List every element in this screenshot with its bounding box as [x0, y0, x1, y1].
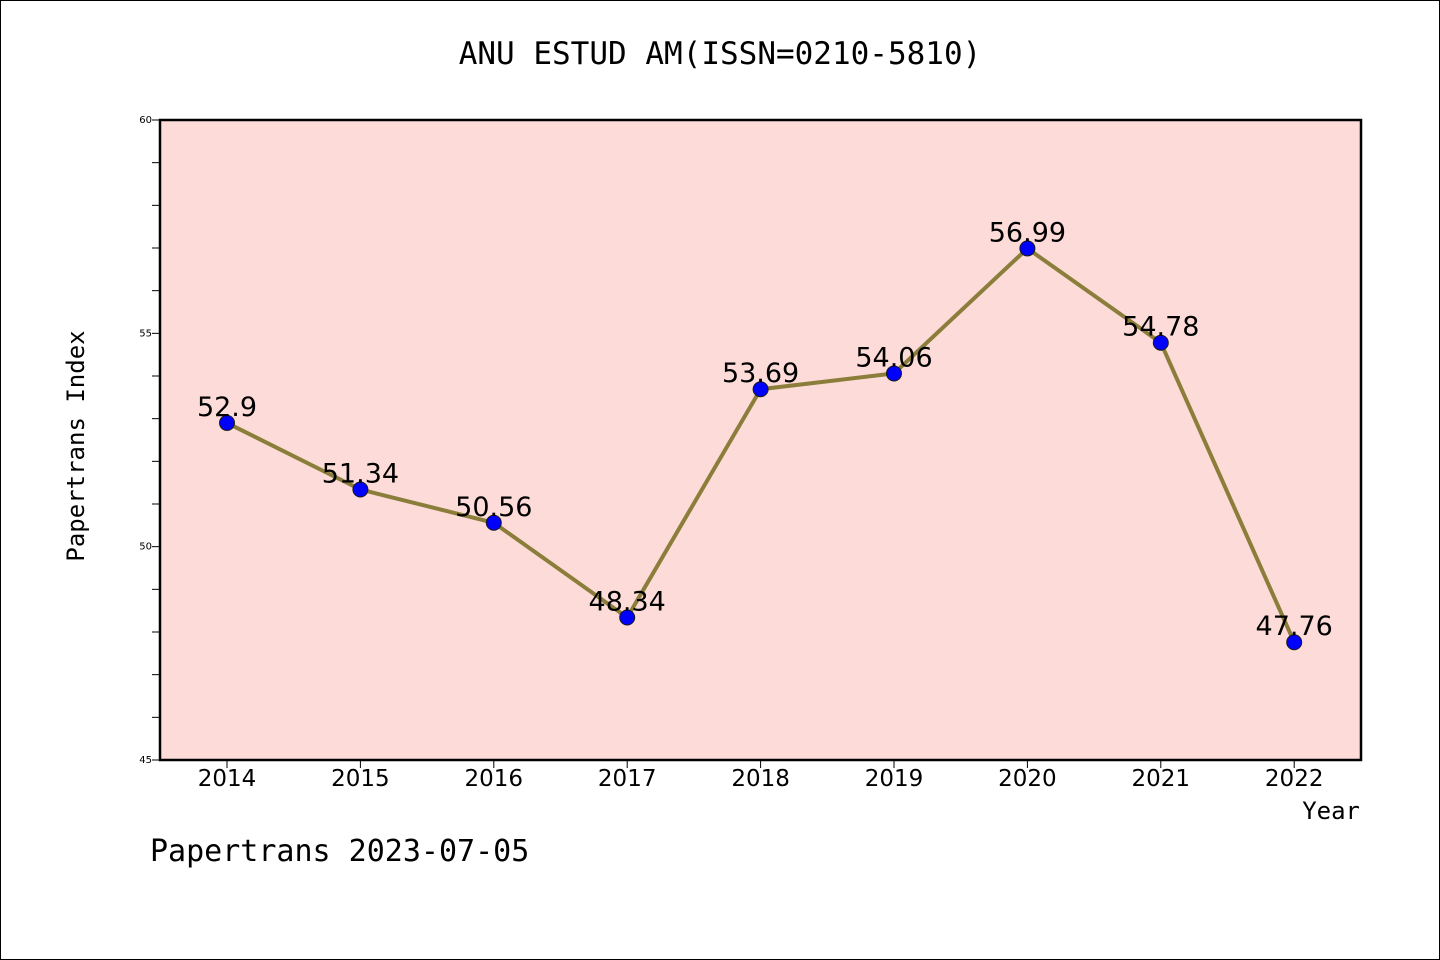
data-point-marker: [219, 414, 235, 431]
x-tick-label: 2017: [598, 766, 657, 792]
y-tick-label: 45: [139, 755, 152, 766]
x-tick-label: 2014: [198, 766, 257, 792]
x-tick-label: 2020: [998, 766, 1057, 792]
y-tick-label: 60: [139, 115, 152, 126]
data-point-marker: [619, 609, 636, 626]
x-tick-label: 2019: [865, 766, 924, 792]
data-point-marker: [1019, 240, 1036, 257]
plot-border: [158, 118, 1363, 762]
x-tick-label: 2015: [331, 766, 390, 792]
plot-area: [160, 120, 1361, 760]
data-point-marker: [485, 514, 502, 531]
x-tick-label: 2021: [1132, 766, 1191, 792]
data-label: 48.34: [589, 586, 666, 617]
data-point-marker: [752, 381, 769, 398]
x-axis-label: Year: [1302, 797, 1360, 825]
data-label: 54.78: [1122, 312, 1199, 343]
data-label: 47.76: [1256, 611, 1333, 642]
data-label: 56.99: [989, 217, 1066, 248]
data-point-marker: [1286, 634, 1303, 651]
y-tick-label: 50: [139, 542, 152, 553]
x-tick-label: 2018: [731, 766, 790, 792]
data-label: 54.06: [855, 342, 932, 373]
x-tick-label: 2016: [465, 766, 524, 792]
data-point-marker: [1152, 334, 1169, 351]
data-point-marker: [886, 365, 902, 382]
data-label: 53.69: [722, 358, 799, 389]
footer-date-stamp: Papertrans 2023-07-05: [150, 834, 530, 869]
x-tick-label: 2022: [1265, 766, 1324, 792]
data-label: 50.56: [455, 492, 532, 523]
y-tick-label: 55: [139, 328, 152, 339]
data-point-marker: [352, 481, 369, 498]
chart-title: ANU ESTUD AM(ISSN=0210-5810): [458, 36, 982, 72]
data-label: 51.34: [322, 458, 399, 489]
data-label: 52.9: [197, 392, 257, 423]
